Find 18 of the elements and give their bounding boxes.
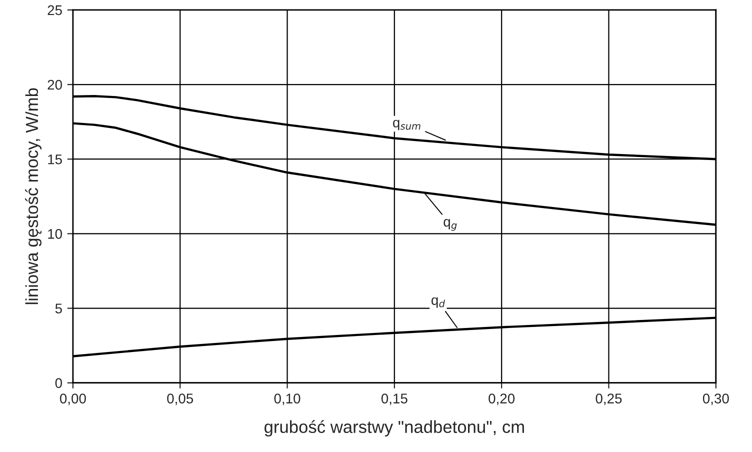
x-tick-label: 0,15	[381, 394, 408, 406]
x-tick-label: 0,10	[274, 394, 300, 406]
x-tick-label: 0,25	[596, 394, 622, 406]
y-tick-label: 15	[48, 154, 62, 164]
y-tick-label: 10	[48, 229, 62, 239]
y-tick-label: 20	[48, 80, 62, 90]
x-axis-title: grubość warstwy "nadbetonu", cm	[264, 420, 524, 436]
x-tick-label: 0,20	[488, 394, 515, 406]
y-tick-label: 25	[48, 5, 62, 16]
y-axis-title: liniowa gęstość mocy, W/mb	[25, 88, 42, 304]
y-tick-label: 5	[55, 304, 62, 314]
x-tick-label: 0,30	[702, 394, 729, 406]
y-tick-label: 0	[55, 378, 62, 388]
x-tick-label: 0,00	[60, 394, 86, 406]
annotation: q$_{sum}$	[393, 120, 420, 130]
x-tick-label: 0,05	[167, 394, 194, 406]
annotation: q$_{d}$	[432, 297, 446, 308]
annotation: q$_{g}$	[444, 219, 457, 231]
